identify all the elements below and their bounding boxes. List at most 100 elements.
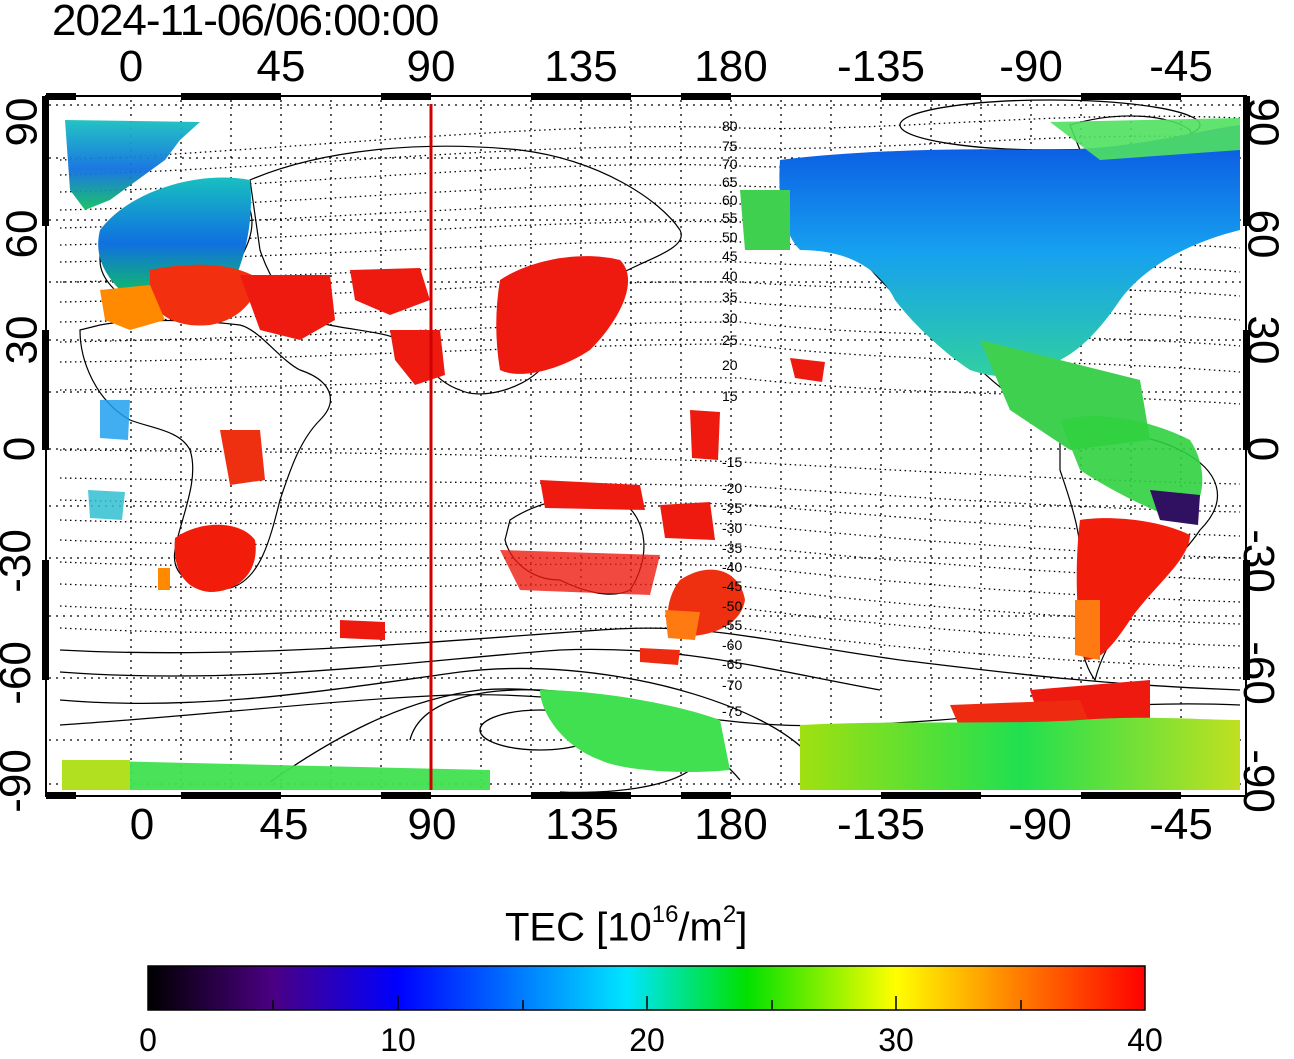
maglat-label: -55 bbox=[722, 617, 742, 633]
maglat-label: 80 bbox=[722, 118, 738, 134]
maglat-label: 35 bbox=[722, 289, 738, 305]
tec-patch-mediterranean bbox=[150, 264, 260, 326]
maglat-label: -30 bbox=[722, 520, 742, 536]
bottom-lon-tick: 180 bbox=[694, 800, 768, 849]
tec-patch-namibia bbox=[158, 568, 170, 590]
tec-patch-pacific-2 bbox=[660, 502, 715, 540]
top-lon-tick: 180 bbox=[694, 42, 768, 91]
frame-ticks bbox=[42, 93, 1250, 799]
top-lon-tick: 45 bbox=[256, 42, 306, 91]
maglat-label: 45 bbox=[722, 248, 738, 264]
tec-patch-southern-pacific bbox=[640, 648, 680, 665]
maglat-label: -40 bbox=[722, 559, 742, 575]
left-lat-tick: -90 bbox=[0, 749, 40, 813]
right-lat-tick: 30 bbox=[1238, 315, 1288, 365]
colorbar-ticks bbox=[272, 996, 1022, 1010]
top-lon-tick: -135 bbox=[836, 42, 926, 91]
top-lon-tick: 90 bbox=[406, 42, 456, 91]
tec-data-patches bbox=[62, 118, 1240, 790]
maglat-label: 40 bbox=[722, 268, 738, 284]
colorbar-tick-label: 40 bbox=[1127, 1022, 1163, 1058]
tec-patch-antarctic-peninsula bbox=[950, 700, 1090, 728]
maglat-label: -25 bbox=[722, 500, 742, 516]
maglat-label: -65 bbox=[722, 656, 742, 672]
colorbar-tick-label: 10 bbox=[380, 1022, 416, 1058]
maglat-label: 50 bbox=[722, 229, 738, 245]
tec-patch-south-america bbox=[1076, 518, 1190, 660]
maglat-label: -35 bbox=[722, 540, 742, 556]
bottom-lon-tick: 90 bbox=[407, 800, 457, 849]
tec-patch-iberia bbox=[100, 285, 165, 330]
tec-patch-greenland-green bbox=[1050, 118, 1240, 160]
tec-patch-japan-china bbox=[496, 256, 629, 374]
tec-patch-antarctica-west bbox=[800, 717, 1240, 790]
maglat-label: -70 bbox=[722, 677, 742, 693]
right-lat-tick: 60 bbox=[1238, 209, 1288, 259]
colorbar-title-exponent2: 2 bbox=[722, 901, 737, 928]
tec-patch-australia-north bbox=[540, 480, 645, 510]
colorbar-title-suffix: ] bbox=[736, 905, 748, 950]
maglat-label: -50 bbox=[722, 598, 742, 614]
bottom-lon-tick: -90 bbox=[1008, 800, 1072, 849]
tec-patch-brazil-dark bbox=[1150, 490, 1200, 525]
tec-patch-canada-green bbox=[740, 190, 790, 250]
right-lat-tick: -90 bbox=[1233, 749, 1283, 813]
right-lat-tick: 90 bbox=[1238, 97, 1288, 147]
tec-patch-europe bbox=[65, 120, 200, 210]
tec-patch-nz-orange bbox=[665, 610, 700, 640]
maglat-label: 65 bbox=[722, 174, 738, 190]
right-lat-tick: -30 bbox=[1233, 529, 1283, 593]
bottom-lon-tick: 45 bbox=[259, 800, 309, 849]
bottom-lon-tick: 0 bbox=[129, 800, 155, 849]
maglat-label: -15 bbox=[722, 454, 742, 470]
tec-patch-africa-southwest bbox=[88, 490, 125, 520]
tec-patch-east-africa bbox=[220, 430, 265, 485]
top-lon-tick: -90 bbox=[999, 42, 1063, 91]
left-lat-tick: -30 bbox=[0, 529, 40, 593]
left-lat-tick: 60 bbox=[0, 209, 47, 259]
top-lon-tick: -45 bbox=[1149, 42, 1213, 91]
tec-patch-africa-west bbox=[100, 400, 130, 440]
maglat-label: 15 bbox=[722, 388, 738, 404]
timestamp-title: 2024-11-06/06:00:00 bbox=[52, 0, 439, 45]
top-lon-tick: 0 bbox=[118, 42, 144, 91]
colorbar-title-exponent: 16 bbox=[651, 901, 679, 928]
bottom-lon-tick: 135 bbox=[545, 800, 619, 849]
top-lon-tick: 135 bbox=[544, 42, 618, 91]
left-lat-tick: 0 bbox=[0, 436, 45, 462]
colorbar-title-unit: /m bbox=[678, 905, 723, 950]
colorbar-tick-label: 0 bbox=[139, 1022, 157, 1058]
tec-patch-australia-south bbox=[500, 550, 660, 595]
maglat-label: -45 bbox=[722, 578, 742, 594]
tec-patch-north-america bbox=[779, 125, 1240, 377]
colorbar-title: TEC [1016/m2] bbox=[505, 901, 748, 950]
tec-patch-pacific-1 bbox=[690, 410, 720, 460]
tec-patch-hawaii bbox=[790, 358, 825, 382]
tec-patch-south-indian bbox=[340, 620, 385, 640]
tec-patch-south-africa bbox=[174, 524, 256, 592]
right-lat-tick: 0 bbox=[1238, 436, 1288, 462]
colorbar-tick-label: 30 bbox=[878, 1022, 914, 1058]
tec-patch-antarctica-bottom bbox=[62, 760, 490, 790]
maglat-label: -75 bbox=[722, 703, 742, 719]
maglat-label: 60 bbox=[722, 192, 738, 208]
tec-patch-antarctica-east bbox=[540, 690, 730, 772]
tec-patch-antarctica-left bbox=[62, 760, 130, 790]
maglat-label: 55 bbox=[722, 210, 738, 226]
maglat-label: 70 bbox=[722, 156, 738, 172]
maglat-label: -60 bbox=[722, 637, 742, 653]
maglat-label: -20 bbox=[722, 480, 742, 496]
tec-patch-middle-east bbox=[240, 275, 335, 340]
maglat-label: 30 bbox=[722, 310, 738, 326]
left-lat-tick: -60 bbox=[0, 641, 40, 705]
colorbar-tick-label: 20 bbox=[629, 1022, 665, 1058]
right-lat-tick: -60 bbox=[1233, 641, 1283, 705]
bottom-lon-tick: -135 bbox=[836, 800, 926, 849]
left-lat-tick: 90 bbox=[0, 97, 47, 147]
left-lat-tick: 30 bbox=[0, 315, 47, 365]
bottom-lon-tick: -45 bbox=[1149, 800, 1213, 849]
tec-patch-patagonia-orange bbox=[1075, 600, 1100, 660]
magnetic-latitude-labels: 80 75 70 65 60 55 50 45 40 35 30 25 20 1… bbox=[722, 118, 742, 719]
tec-patch-central-asia bbox=[350, 268, 430, 315]
